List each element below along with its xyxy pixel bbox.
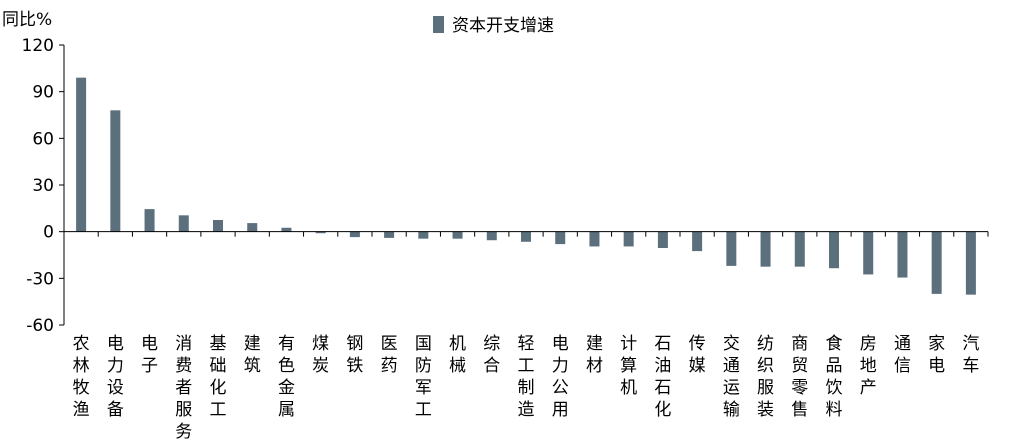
bar (213, 220, 223, 232)
legend: 资本开支增速 (433, 16, 554, 36)
category-label: 计算机 (620, 334, 637, 398)
y-tick-label: -30 (26, 269, 54, 289)
bar (521, 231, 531, 242)
bar (897, 231, 908, 278)
category-label: 机械 (449, 334, 466, 376)
category-label: 基础化工 (210, 334, 227, 420)
y-tick-label: 30 (32, 176, 54, 196)
bar (931, 231, 942, 294)
category-label: 商贸零售 (791, 334, 808, 420)
category-label: 电力设备 (107, 334, 124, 420)
bar (623, 231, 634, 247)
legend-swatch (433, 16, 444, 33)
category-label: 纺织服装 (757, 334, 774, 420)
bar (144, 209, 155, 232)
y-axis-unit-label: 同比% (2, 10, 52, 30)
bar (589, 231, 600, 247)
category-label: 农林牧渔 (73, 334, 90, 420)
bar (178, 215, 189, 232)
category-label: 食品饮料 (826, 334, 843, 420)
category-label: 消费者服务 (175, 334, 192, 442)
y-tick-label: 120 (22, 36, 54, 56)
bar (726, 231, 737, 266)
bar (76, 77, 87, 232)
category-label: 煤炭 (312, 334, 329, 376)
category-label: 建筑 (244, 334, 261, 376)
bar (965, 231, 976, 295)
y-axis: 120 90 60 30 0 -30 -60 (22, 36, 65, 336)
bar (692, 231, 703, 252)
y-tick-label: 0 (43, 223, 54, 243)
category-label: 建材 (586, 334, 603, 376)
legend-label: 资本开支增速 (452, 16, 554, 36)
bar (863, 231, 874, 275)
category-label: 电力公用 (552, 334, 569, 420)
bar (555, 231, 566, 245)
bar (281, 227, 292, 232)
bar (349, 231, 360, 238)
category-label: 综合 (483, 334, 500, 376)
bar (486, 231, 497, 241)
category-label: 国防军工 (415, 334, 432, 420)
category-label: 房地产 (860, 334, 877, 398)
category-label: 石油石化 (654, 334, 671, 420)
category-label: 家电 (928, 334, 945, 376)
category-label: 汽车 (962, 334, 979, 376)
x-axis (63, 231, 989, 237)
y-tick-label: 60 (32, 129, 54, 149)
bar (418, 231, 429, 239)
bars (76, 77, 976, 295)
category-label: 轻工制造 (518, 334, 535, 420)
category-label: 传媒 (689, 334, 706, 376)
category-label: 通信 (894, 334, 911, 376)
category-label: 钢铁 (346, 334, 363, 376)
bar (452, 231, 463, 239)
bar (760, 231, 771, 267)
bar (829, 231, 839, 269)
bar (384, 231, 395, 238)
y-tick-label: -60 (26, 316, 54, 336)
category-label: 电子 (141, 334, 158, 376)
bar (315, 231, 326, 234)
category-label: 医药 (381, 334, 398, 376)
bar (110, 110, 121, 232)
bar (247, 223, 258, 232)
category-label: 有色金属 (278, 334, 295, 420)
y-tick-label: 90 (32, 83, 54, 103)
category-label: 交通运输 (723, 334, 740, 420)
bar (657, 231, 668, 248)
bar (794, 231, 805, 267)
